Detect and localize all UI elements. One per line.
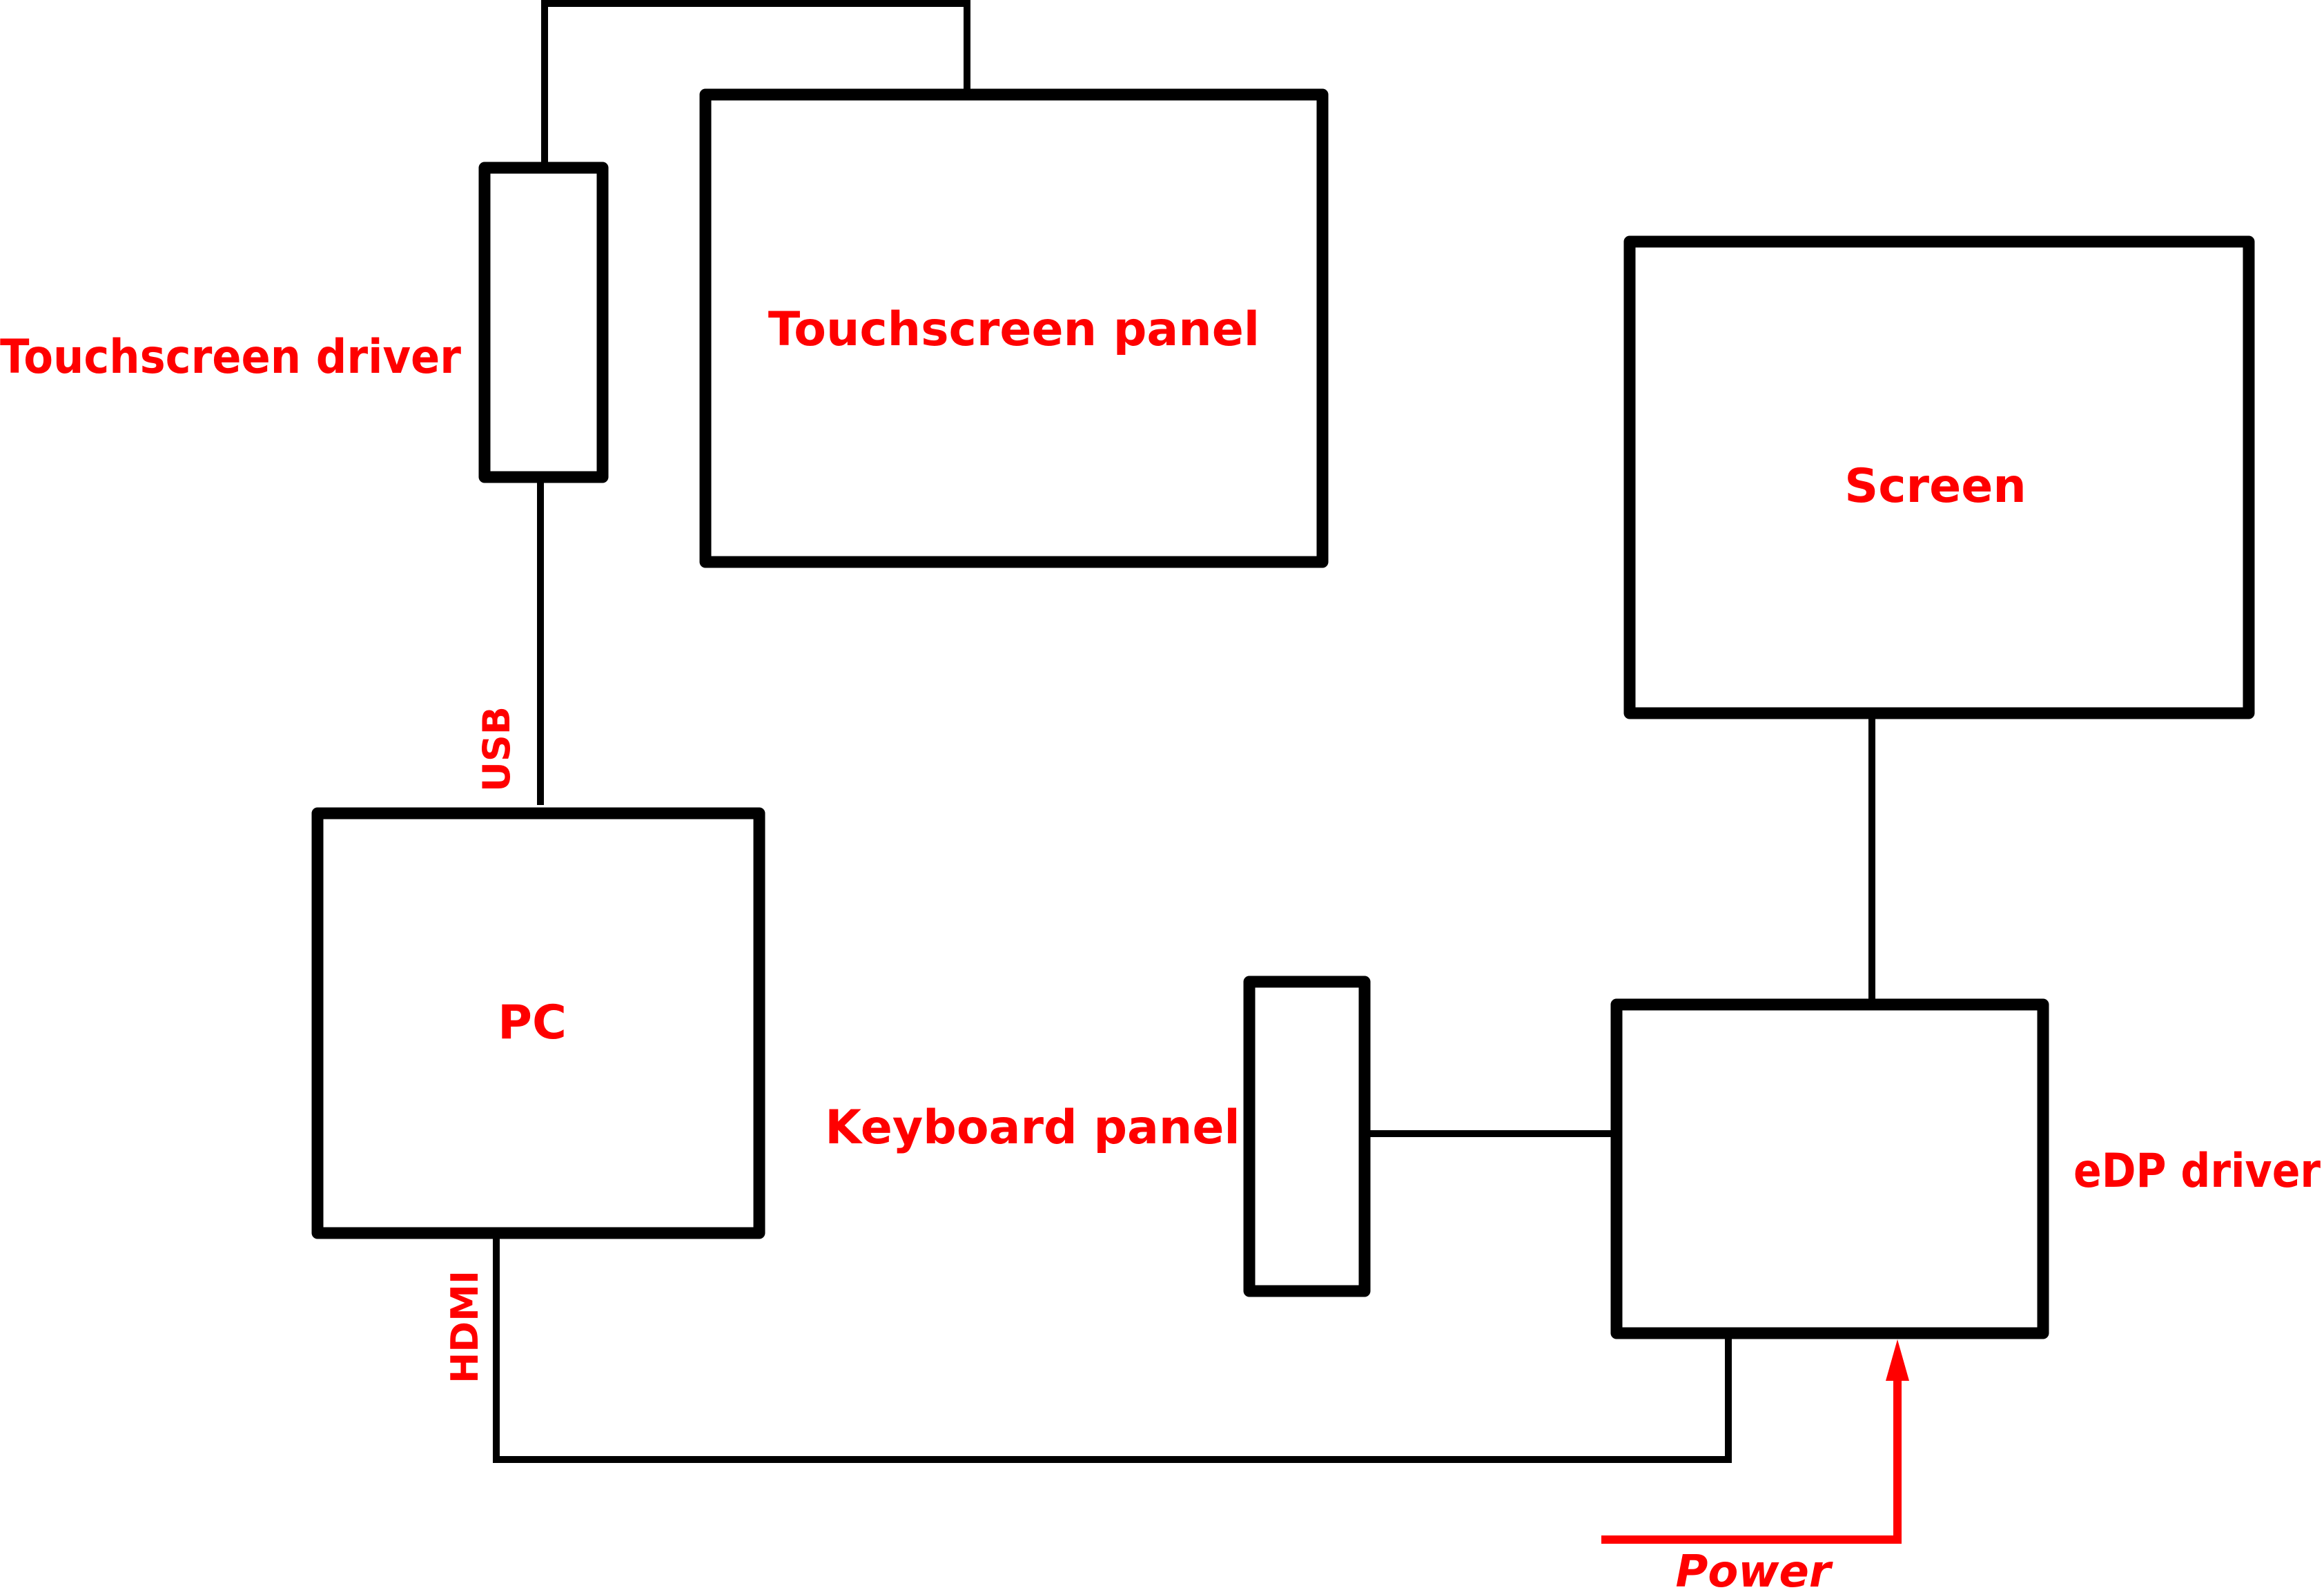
screen-label: Screen xyxy=(1844,459,2026,514)
edp-driver-box xyxy=(1610,998,2049,1339)
power-label: Power xyxy=(1676,1547,1833,1590)
power-arrow-line xyxy=(1601,1370,1902,1544)
edp-driver-label: eDP driver xyxy=(2073,1144,2321,1199)
touchscreen-link-wire xyxy=(541,0,970,166)
touchscreen-driver-box xyxy=(478,162,609,483)
usb-label: USB xyxy=(475,706,518,792)
pc-box xyxy=(311,807,765,1239)
touchscreen-panel-box xyxy=(699,88,1329,568)
power-arrow-head xyxy=(1886,1339,1909,1381)
keyboard-panel-box xyxy=(1243,976,1371,1297)
hdmi-label: HDMI xyxy=(443,1270,487,1384)
pc-label: PC xyxy=(498,996,567,1050)
touchscreen-panel-label: Touchscreen panel xyxy=(768,302,1260,357)
hdmi-wire xyxy=(493,1234,1732,1463)
screen-box xyxy=(1623,235,2255,719)
touchscreen-driver-label: Touchscreen driver xyxy=(0,330,461,385)
keyboard-panel-label: Keyboard panel xyxy=(825,1101,1240,1155)
